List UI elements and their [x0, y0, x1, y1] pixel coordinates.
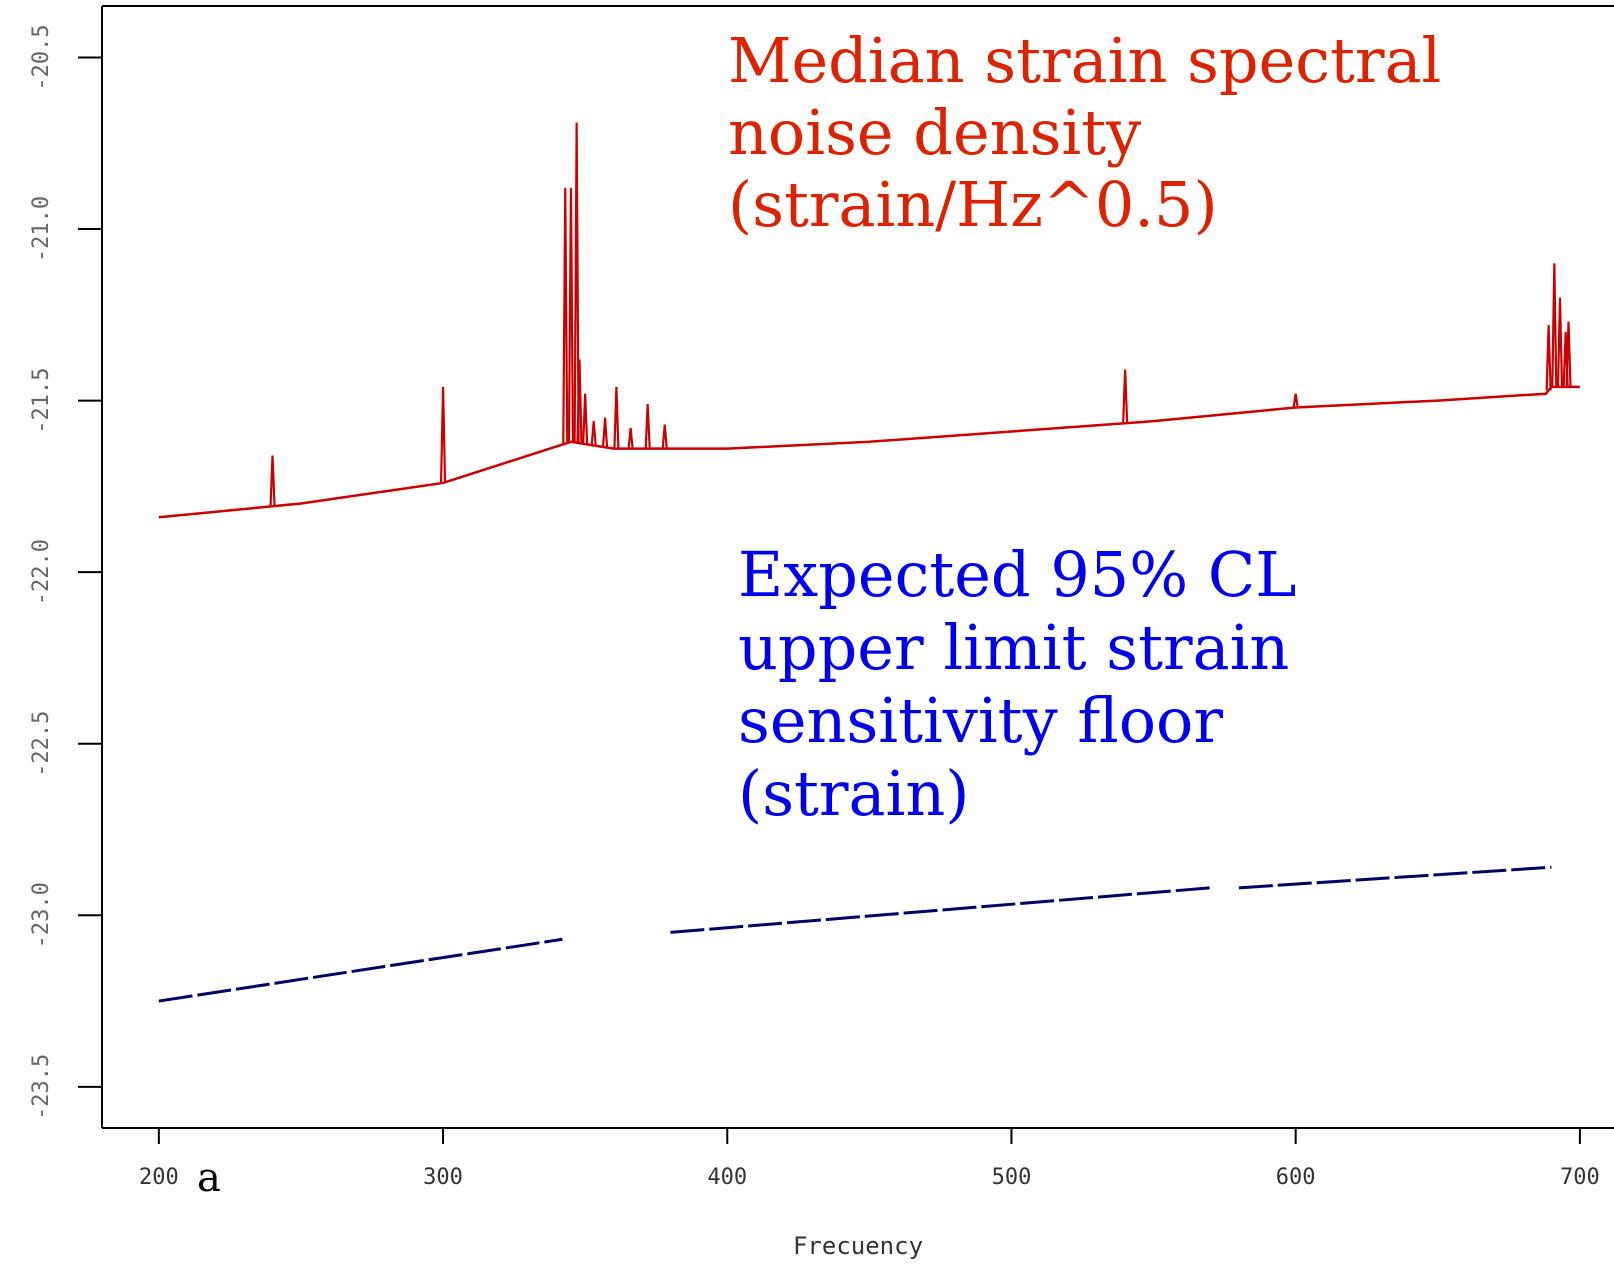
noise-density-peak	[562, 187, 569, 444]
noise-density-peak	[627, 427, 634, 449]
sensitivity-floor-segment	[158, 937, 563, 1003]
annotation-floor-line-2: upper limit strain	[738, 611, 1289, 684]
x-tick-label: 700	[1560, 1165, 1600, 1190]
sensitivity-floor-segment	[1238, 865, 1552, 890]
sensitivity-floor-segment	[670, 886, 1211, 934]
annotation-noise-line-2: noise density	[728, 96, 1141, 169]
noise-density-peak	[601, 417, 609, 448]
noise-density-peak	[590, 421, 597, 446]
x-tick-label: 200	[139, 1165, 179, 1190]
noise-density-peak	[439, 386, 447, 483]
annotation-floor-line-3: sensitivity floor	[738, 684, 1223, 757]
y-tick-label: -23.0	[29, 882, 54, 948]
noise-density-peak	[567, 187, 575, 442]
y-tick-label: -20.5	[29, 24, 54, 90]
noise-density-peak	[576, 359, 583, 444]
x-axis-label: Frecuency	[793, 1232, 923, 1260]
panel-letter: a	[197, 1155, 221, 1201]
noise-density-peak	[269, 455, 276, 507]
annotation-noise-density: Median strain spectral noise density (st…	[728, 24, 1461, 241]
y-tick-label: -21.0	[29, 196, 54, 262]
axes: -20.5 -21.0 -21.5 -22.0 -22.5 -23.0 -23.5 200 30…	[29, 5, 1614, 1190]
noise-density-peak	[1565, 321, 1572, 387]
noise-density-peak	[582, 393, 589, 445]
annotation-noise-line-3: (strain/Hz^0.5)	[728, 168, 1218, 241]
annotation-sensitivity-floor: Expected 95% CL upper limit strain sensi…	[738, 538, 1316, 830]
noise-density-peak	[661, 424, 668, 449]
y-tick-label: -21.5	[29, 367, 54, 433]
annotation-floor-line-4: (strain)	[738, 757, 969, 830]
noise-density-peak	[613, 386, 620, 449]
noise-density-peak	[1556, 297, 1564, 387]
noise-density-peak	[1292, 393, 1299, 408]
noise-density-peak	[1545, 325, 1552, 391]
x-tick-label: 400	[707, 1165, 747, 1190]
x-tick-label: 600	[1276, 1165, 1316, 1190]
series-sensitivity-floor	[158, 865, 1552, 1003]
noise-density-peak	[644, 403, 651, 449]
noise-density-peak	[1551, 263, 1558, 387]
y-tick-label: -22.5	[29, 711, 54, 777]
noise-density-peak	[1122, 369, 1129, 424]
x-tick-label: 500	[992, 1165, 1032, 1190]
y-tick-label: -23.5	[29, 1054, 54, 1120]
series-noise-density	[158, 122, 1580, 519]
x-tick-label: 300	[423, 1165, 463, 1190]
noise-density-peak	[573, 122, 580, 443]
annotation-noise-line-1: Median strain spectral	[728, 24, 1441, 97]
y-tick-label: -22.0	[29, 539, 54, 605]
annotation-floor-line-1: Expected 95% CL	[738, 538, 1296, 611]
noise-density-line	[158, 385, 1580, 519]
